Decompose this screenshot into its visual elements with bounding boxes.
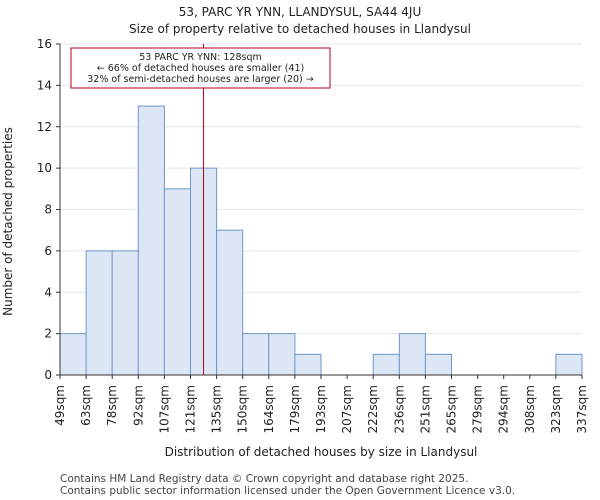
x-tick-label-121sqm: 121sqm bbox=[184, 385, 198, 433]
annotation-box: 53 PARC YR YNN: 128sqm ← 66% of detached… bbox=[70, 47, 331, 89]
bar-164sqm bbox=[268, 333, 296, 376]
bar-251sqm bbox=[424, 353, 452, 376]
x-tick-label-236sqm: 236sqm bbox=[392, 385, 406, 433]
chart-subtitle: Size of property relative to detached ho… bbox=[129, 22, 471, 36]
y-tick-label-14: 14 bbox=[37, 78, 52, 92]
x-tick-label-150sqm: 150sqm bbox=[236, 385, 250, 433]
bar-78sqm bbox=[111, 250, 139, 376]
annotation-border bbox=[70, 47, 331, 89]
y-tick-label-6: 6 bbox=[44, 244, 52, 258]
x-tick-label-49sqm: 49sqm bbox=[53, 385, 67, 426]
y-tick-label-10: 10 bbox=[37, 161, 52, 175]
x-tick-label-193sqm: 193sqm bbox=[314, 385, 328, 433]
x-tick-label-308sqm: 308sqm bbox=[523, 385, 537, 433]
x-tick-label-107sqm: 107sqm bbox=[157, 385, 171, 433]
bar-222sqm bbox=[372, 353, 400, 376]
bar-150sqm bbox=[242, 333, 270, 376]
x-tick-label-179sqm: 179sqm bbox=[288, 385, 302, 433]
y-tick-label-2: 2 bbox=[44, 327, 52, 341]
x-tick-label-265sqm: 265sqm bbox=[445, 385, 459, 433]
x-tick-label-222sqm: 222sqm bbox=[366, 385, 380, 433]
y-tick-label-8: 8 bbox=[44, 203, 52, 217]
annotation-line-1: 53 PARC YR YNN: 128sqm bbox=[139, 52, 262, 63]
x-tick-label-63sqm: 63sqm bbox=[79, 385, 93, 426]
bar-135sqm bbox=[216, 229, 244, 376]
bar-179sqm bbox=[294, 353, 322, 376]
footer-line-1: Contains HM Land Registry data © Crown c… bbox=[60, 473, 469, 485]
y-tick-label-12: 12 bbox=[37, 120, 52, 134]
x-tick-label-294sqm: 294sqm bbox=[497, 385, 511, 433]
y-tick-label-4: 4 bbox=[44, 285, 52, 299]
y-tick-label-0: 0 bbox=[44, 368, 52, 382]
bar-323sqm bbox=[555, 353, 583, 376]
x-axis-label: Distribution of detached houses by size … bbox=[165, 445, 478, 459]
x-tick-label-78sqm: 78sqm bbox=[105, 385, 119, 426]
x-tick-label-251sqm: 251sqm bbox=[418, 385, 432, 433]
annotation-line-3: 32% of semi-detached houses are larger (… bbox=[87, 74, 314, 85]
bar-236sqm bbox=[398, 333, 426, 376]
chart-title: 53, PARC YR YNN, LLANDYSUL, SA44 4JU bbox=[178, 5, 422, 19]
annotation-line-2: ← 66% of detached houses are smaller (41… bbox=[97, 63, 304, 74]
x-tick-label-164sqm: 164sqm bbox=[262, 385, 276, 433]
bar-92sqm bbox=[137, 105, 165, 376]
bar-107sqm bbox=[163, 188, 191, 376]
x-tick-label-135sqm: 135sqm bbox=[210, 385, 224, 433]
x-tick-label-279sqm: 279sqm bbox=[471, 385, 485, 433]
x-tick-label-92sqm: 92sqm bbox=[131, 385, 145, 426]
bar-63sqm bbox=[85, 250, 113, 376]
x-tick-label-207sqm: 207sqm bbox=[340, 385, 354, 433]
x-tick-label-337sqm: 337sqm bbox=[575, 385, 589, 433]
x-tick-label-323sqm: 323sqm bbox=[549, 385, 563, 433]
y-tick-label-16: 16 bbox=[37, 37, 52, 51]
y-axis-label: Number of detached properties bbox=[1, 127, 15, 316]
bar-49sqm bbox=[59, 333, 87, 376]
footer-line-2: Contains public sector information licen… bbox=[60, 485, 516, 497]
